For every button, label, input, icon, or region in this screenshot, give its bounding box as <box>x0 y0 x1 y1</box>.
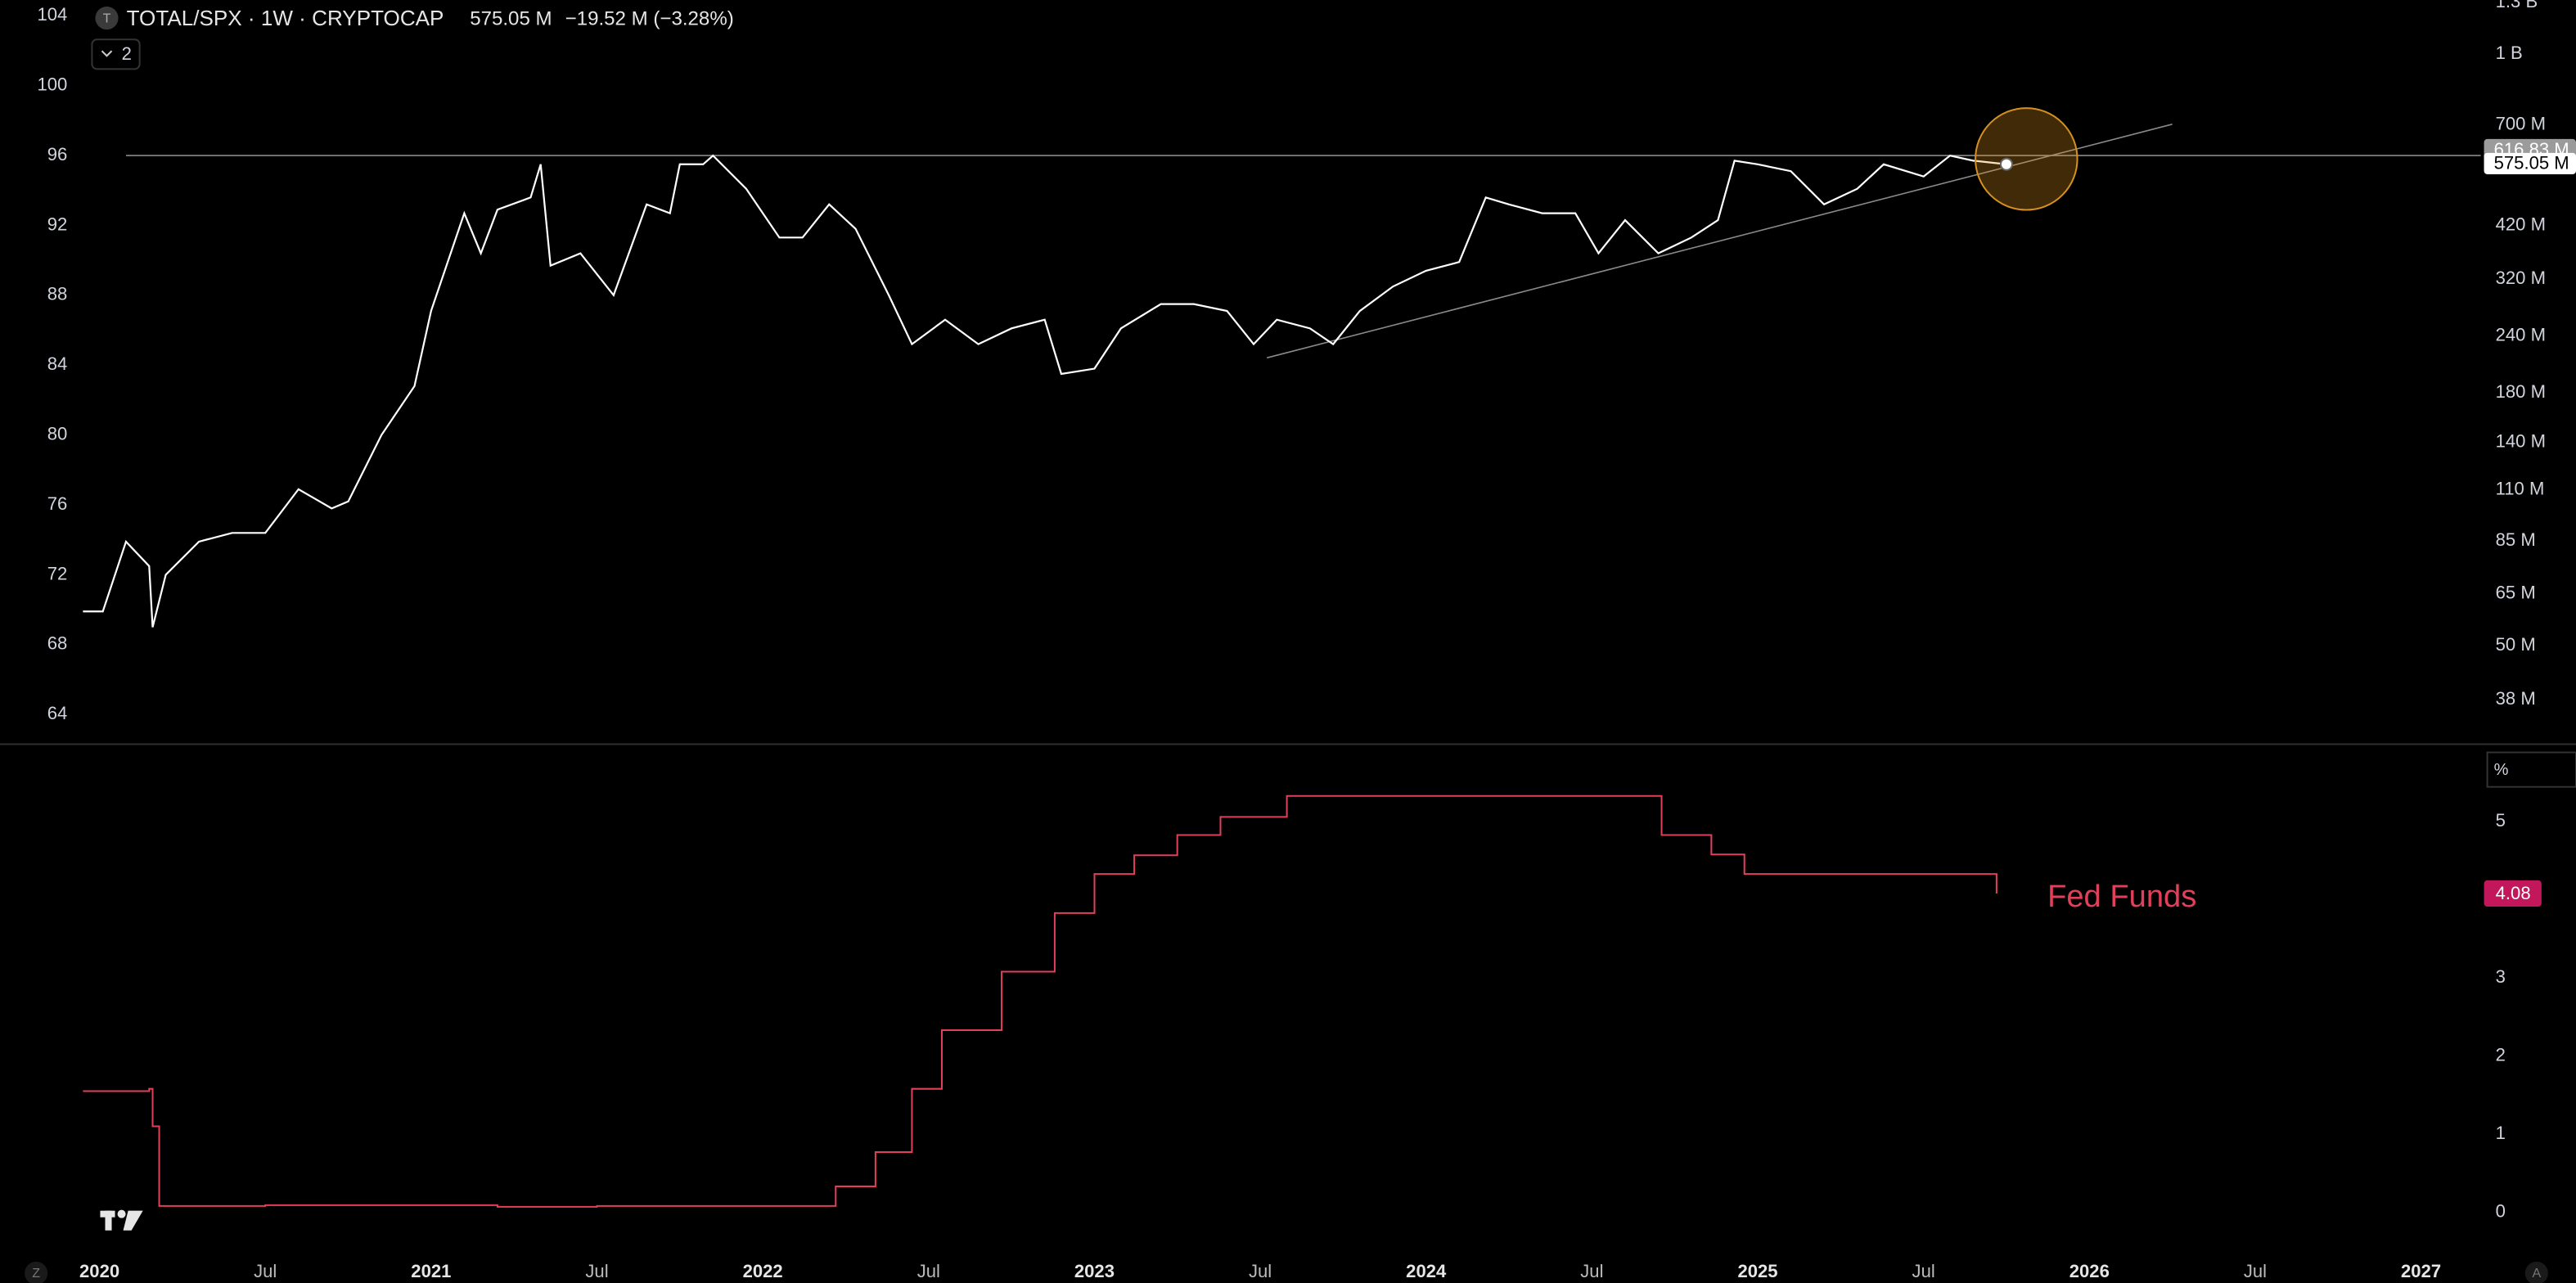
x-tick-label: 2025 <box>1737 1261 1777 1281</box>
price-change: −19.52 M (−3.28%) <box>565 7 734 29</box>
auto-scale-letter: A <box>2532 1266 2541 1281</box>
unit-label: % <box>2494 761 2509 779</box>
y-tick-label: 100 <box>37 74 67 94</box>
indicator-count: 2 <box>122 43 132 64</box>
y2-tick-label: 420 M <box>2496 214 2546 235</box>
last-point <box>1999 157 2014 171</box>
y-tick-label: 104 <box>37 4 67 25</box>
series-label: Fed Funds <box>2047 879 2196 914</box>
y-tick-label: 2 <box>2496 1044 2506 1065</box>
price-badge-label: 575.05 M <box>2494 153 2569 173</box>
highlight-circle <box>1975 107 2078 211</box>
indicator-toggle[interactable] <box>91 38 141 70</box>
y2-tick-label: 1.3 B <box>2496 0 2538 11</box>
y-tick-label: 5 <box>2496 810 2506 831</box>
y-tick-label: 72 <box>47 563 68 583</box>
unit-box[interactable] <box>2486 751 2576 788</box>
y2-tick-label: 50 M <box>2496 634 2536 655</box>
y-tick-label: 3 <box>2496 966 2506 987</box>
y2-tick-label: 110 M <box>2496 479 2545 499</box>
y2-tick-label: 320 M <box>2496 268 2546 288</box>
y-tick-label: 76 <box>47 493 68 514</box>
x-tick-label: 2022 <box>743 1261 783 1281</box>
y2-tick-label: 1 B <box>2496 43 2523 63</box>
x-tick-label: Jul <box>2244 1261 2267 1281</box>
y-tick-label: 64 <box>47 703 68 723</box>
symbol-icon[interactable] <box>95 7 119 30</box>
timezone-letter: Z <box>32 1266 40 1281</box>
symbol-icon-letter: T <box>103 11 111 25</box>
price-line <box>83 154 2007 628</box>
y2-tick-label: 38 M <box>2496 688 2536 709</box>
y-tick-label: 0 <box>2496 1200 2506 1221</box>
auto-scale-button[interactable] <box>2524 1261 2548 1283</box>
y2-tick-label: 140 M <box>2496 431 2546 452</box>
last-value-label: 4.08 <box>2496 883 2531 903</box>
x-tick-label: Jul <box>1249 1261 1272 1281</box>
x-tick-label: 2023 <box>1074 1261 1115 1281</box>
x-tick-label: Jul <box>585 1261 608 1281</box>
y-tick-label: 96 <box>47 144 68 164</box>
x-tick-label: Jul <box>917 1261 940 1281</box>
x-tick-label: Jul <box>254 1261 277 1281</box>
x-tick-label: 2024 <box>1406 1261 1447 1281</box>
y-tick-label: 80 <box>47 424 68 444</box>
y-tick-label: 1 <box>2496 1123 2506 1143</box>
y-tick-label: 92 <box>47 214 68 234</box>
symbol-title: TOTAL/SPX · 1W · CRYPTOCAP <box>127 6 444 30</box>
chevron-icon <box>101 50 113 57</box>
trendline <box>1267 124 2173 359</box>
y-tick-label: 68 <box>47 633 68 654</box>
y-tick-label: 84 <box>47 353 68 374</box>
y2-tick-label: 180 M <box>2496 381 2546 402</box>
timezone-button[interactable] <box>25 1261 48 1283</box>
y2-tick-label: 700 M <box>2496 113 2546 133</box>
x-tick-label: Jul <box>1580 1261 1603 1281</box>
price-badge <box>2484 152 2576 174</box>
step-line <box>83 795 1997 1208</box>
tradingview-logo <box>100 1209 143 1231</box>
y2-tick-label: 85 M <box>2496 529 2536 550</box>
y2-tick-label: 65 M <box>2496 583 2536 603</box>
y2-tick-label: 240 M <box>2496 324 2546 344</box>
x-tick-label: 2026 <box>2069 1261 2110 1281</box>
last-value-badge <box>2484 880 2542 907</box>
x-tick-label: 2021 <box>411 1261 451 1281</box>
x-tick-label: 2027 <box>2401 1261 2441 1281</box>
x-tick-label: 2020 <box>79 1261 119 1281</box>
last-price: 575.05 M <box>470 7 552 29</box>
x-tick-label: Jul <box>1912 1261 1935 1281</box>
y-tick-label: 88 <box>47 284 68 304</box>
